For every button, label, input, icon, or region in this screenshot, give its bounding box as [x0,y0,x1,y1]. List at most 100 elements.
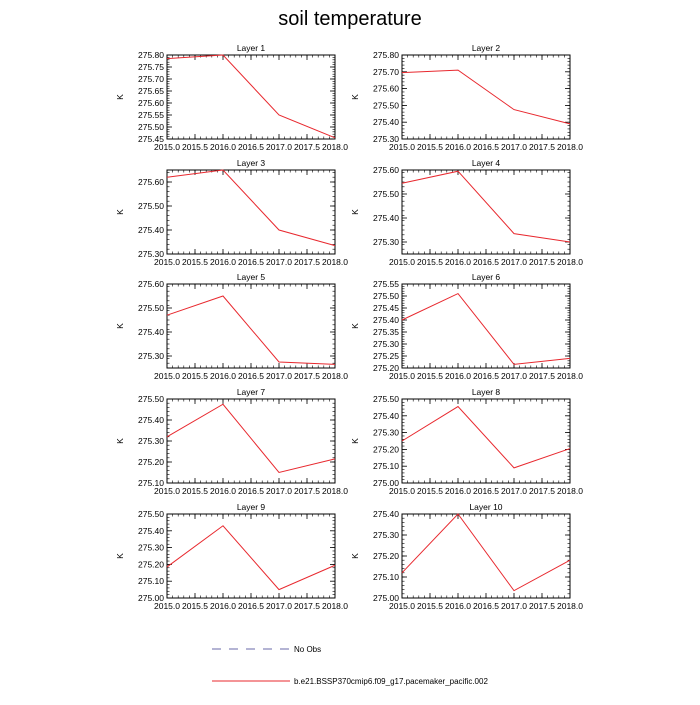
y-tick-label: 275.60 [373,165,399,175]
series-line [166,54,336,139]
series-line [401,513,571,592]
y-axis-label: K [115,94,125,100]
x-tick-label: 2015.5 [417,601,443,611]
y-axis-label: K [115,553,125,559]
plot-frame [166,513,336,599]
x-tick-label: 2018.0 [322,486,348,496]
y-tick-label: 275.40 [373,411,399,421]
x-tick-label: 2017.5 [529,257,555,267]
x-tick-label: 2017.0 [501,601,527,611]
x-tick-label: 2017.0 [266,142,292,152]
panel-title: Layer 4 [472,158,501,168]
y-tick-label: 275.20 [373,551,399,561]
series-line [401,292,571,365]
y-tick-label: 275.50 [138,303,164,313]
y-tick-label: 275.10 [373,572,399,582]
x-tick-label: 2015.5 [182,601,208,611]
y-tick-label: 275.30 [138,351,164,361]
x-tick-label: 2016.0 [445,257,471,267]
y-axis-label: K [350,94,360,100]
x-tick-label: 2016.0 [210,486,236,496]
y-tick-label: 275.70 [138,74,164,84]
plot-frame [401,398,571,484]
x-tick-label: 2017.0 [266,486,292,496]
x-tick-label: 2018.0 [557,486,583,496]
x-tick-label: 2016.5 [473,601,499,611]
y-tick-label: 275.50 [138,122,164,132]
x-tick-label: 2015.5 [417,142,443,152]
y-tick-label: 275.50 [373,100,399,110]
y-tick-label: 275.55 [138,110,164,120]
series-line [401,170,571,243]
x-tick-label: 2016.5 [473,486,499,496]
x-tick-label: 2016.0 [445,601,471,611]
x-tick-label: 2017.0 [501,486,527,496]
x-tick-label: 2016.0 [210,371,236,381]
y-tick-label: 275.40 [138,526,164,536]
x-tick-label: 2015.0 [154,371,180,381]
x-tick-label: 2017.5 [294,371,320,381]
x-tick-label: 2017.5 [294,486,320,496]
panel-title: Layer 3 [237,158,266,168]
x-tick-label: 2015.5 [417,371,443,381]
panel-10: Layer 10 K 2015.0 2015.5 2016.0 2016.5 2017.0 2… [350,502,583,611]
x-tick-label: 2017.5 [294,601,320,611]
y-tick-label: 275.60 [373,84,399,94]
y-tick-label: 275.35 [373,327,399,337]
y-axis-label: K [115,323,125,329]
x-tick-label: 2015.5 [182,371,208,381]
y-tick-label: 275.45 [373,303,399,313]
panel-title: Layer 6 [472,272,501,282]
legend-label-no-obs: No Obs [294,645,321,654]
y-axis-label: K [350,553,360,559]
y-tick-label: 275.80 [373,50,399,60]
y-tick-label: 275.40 [373,117,399,127]
x-tick-label: 2015.5 [417,257,443,267]
y-tick-label: 275.30 [373,237,399,247]
x-tick-label: 2017.5 [529,486,555,496]
y-tick-label: 275.60 [138,279,164,289]
x-tick-label: 2017.0 [501,142,527,152]
y-tick-label: 275.70 [373,67,399,77]
y-tick-label: 275.40 [138,225,164,235]
y-tick-label: 275.30 [373,339,399,349]
y-tick-label: 275.30 [138,249,164,259]
plot-frame [166,283,336,369]
y-tick-label: 275.75 [138,62,164,72]
y-tick-label: 275.60 [138,98,164,108]
x-tick-label: 2016.5 [473,257,499,267]
legend-label-model: b.e21.BSSP370cmip6.f09_g17.pacemaker_pac… [294,677,488,686]
x-tick-label: 2015.0 [389,601,415,611]
y-tick-label: 275.10 [138,576,164,586]
y-tick-label: 275.25 [373,351,399,361]
plot-frame [166,169,336,255]
y-tick-label: 275.50 [138,394,164,404]
x-tick-label: 2017.5 [294,257,320,267]
y-tick-label: 275.10 [138,478,164,488]
x-tick-label: 2016.0 [210,142,236,152]
x-tick-label: 2015.0 [154,257,180,267]
x-tick-label: 2016.5 [238,142,264,152]
series-line [401,405,571,469]
y-axis-label: K [350,209,360,215]
y-tick-label: 275.50 [373,189,399,199]
x-tick-label: 2018.0 [322,257,348,267]
y-tick-label: 275.30 [373,530,399,540]
x-tick-label: 2016.5 [238,257,264,267]
legend: No Obs b.e21.BSSP370cmip6.f09_g17.pacemak… [212,645,488,686]
y-tick-label: 275.00 [373,478,399,488]
series-line [401,69,571,125]
series-line [166,169,336,247]
panel-title: Layer 1 [237,43,266,53]
panel-title: Layer 9 [237,502,266,512]
x-tick-label: 2016.5 [473,142,499,152]
panel-title: Layer 10 [469,502,502,512]
y-tick-label: 275.40 [373,509,399,519]
